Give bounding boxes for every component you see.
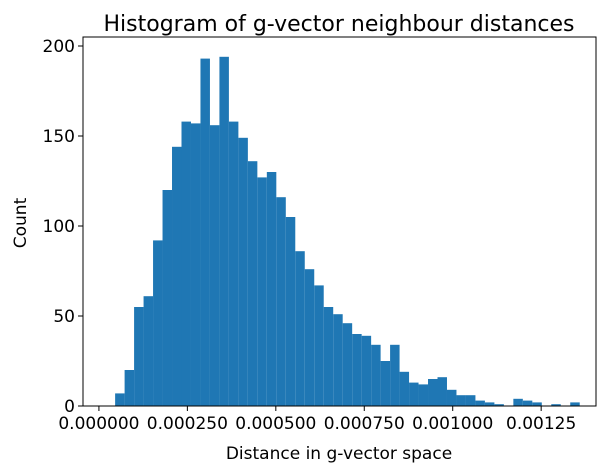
histogram-bar	[134, 307, 144, 406]
histogram-bar	[190, 123, 201, 407]
histogram-bar	[314, 285, 324, 406]
chart-title: Histogram of g-vector neighbour distance…	[104, 12, 575, 37]
y-tick-label: 150	[43, 127, 75, 147]
histogram-bar	[247, 161, 258, 406]
histogram-bar	[380, 361, 391, 406]
histogram-bar	[219, 56, 229, 407]
x-axis-ticks: 0.000000 0.000250 0.000500 0.000750 0.001000…	[58, 406, 576, 434]
histogram-bar	[257, 177, 267, 406]
x-tick-label: 0.000500	[235, 414, 316, 434]
histogram-bar	[465, 395, 476, 406]
histogram-bar	[570, 402, 580, 406]
y-tick-label: 50	[53, 307, 75, 327]
histogram-bar	[295, 251, 305, 406]
histogram-bar	[456, 395, 466, 406]
histogram-bar	[399, 371, 410, 406]
x-tick-label: 0.001000	[412, 414, 493, 434]
histogram-bar	[551, 404, 561, 406]
x-tick-label: 0.000000	[58, 414, 139, 434]
histogram-bar	[181, 121, 191, 406]
histogram-bar	[124, 370, 135, 406]
histogram-bar	[209, 125, 220, 406]
histogram-bar	[494, 404, 504, 406]
histogram-bar	[418, 384, 429, 406]
histogram-bar	[153, 240, 163, 406]
y-tick-label: 200	[43, 37, 75, 57]
histogram-bar	[228, 121, 239, 406]
histogram-bar	[475, 400, 485, 406]
x-tick-label: 0.000750	[324, 414, 405, 434]
histogram-bar	[200, 58, 210, 406]
histogram-bar	[532, 402, 542, 406]
x-axis-label: Distance in g-vector space	[226, 444, 452, 464]
histogram-bar	[446, 389, 457, 406]
y-axis-label: Count	[11, 197, 31, 248]
plot-frame	[82, 36, 597, 407]
x-tick-label: 0.000250	[147, 414, 228, 434]
y-tick-label: 0	[64, 397, 75, 417]
histogram-bar	[115, 393, 125, 406]
histogram-bar	[276, 197, 286, 406]
histogram-bar	[522, 400, 533, 406]
histogram-bar	[238, 137, 248, 407]
histogram-bar	[304, 269, 315, 406]
y-tick-label: 100	[43, 217, 75, 237]
histogram-bar	[266, 172, 277, 406]
histogram-bar	[342, 323, 353, 406]
histogram-bar	[390, 344, 400, 406]
histogram-bar	[371, 344, 381, 406]
histogram-bar	[513, 398, 523, 406]
histogram-bar	[361, 335, 372, 406]
histogram-bar	[162, 190, 173, 406]
histogram-bar	[437, 377, 447, 406]
histogram-bar	[352, 334, 362, 406]
histogram-bar	[333, 314, 343, 406]
y-axis-ticks: 0 50 100 150 200	[43, 37, 83, 417]
x-tick-label: 0.00125	[506, 414, 576, 434]
histogram-bars	[115, 56, 580, 407]
histogram-bar	[285, 217, 296, 406]
histogram-bar	[172, 146, 182, 407]
histogram-bar	[428, 379, 438, 406]
histogram-bar	[323, 307, 334, 406]
histogram-bar	[484, 402, 495, 406]
histogram-bar	[409, 382, 419, 406]
histogram-bar	[143, 296, 154, 406]
